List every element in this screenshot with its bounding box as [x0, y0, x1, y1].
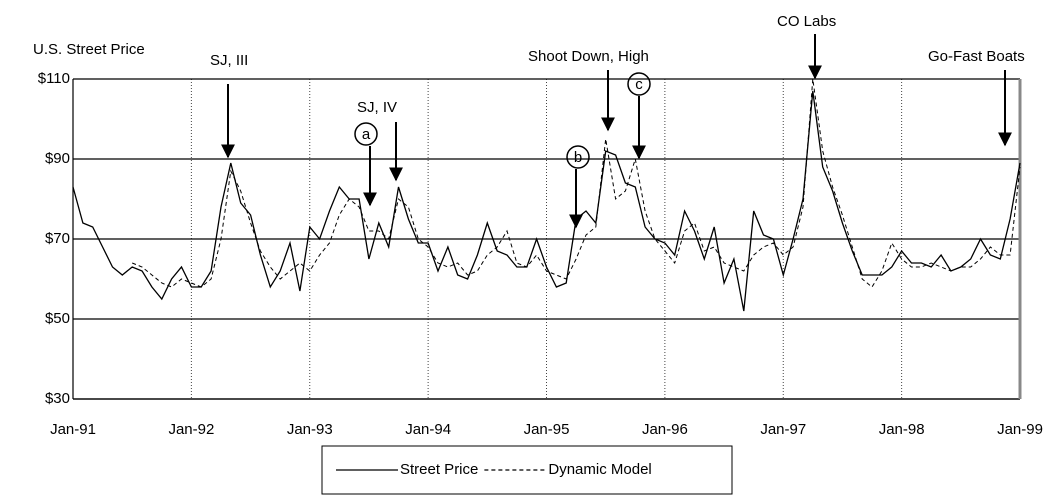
y-tick-label: $90 [45, 150, 70, 167]
annotation: Go-Fast Boats [928, 48, 1025, 65]
y-tick-label: $30 [45, 390, 70, 407]
y-tick-label: $70 [45, 230, 70, 247]
plot-area [72, 78, 1022, 400]
y-tick-label: $50 [45, 310, 70, 327]
x-tick-label: Jan-98 [879, 421, 925, 438]
annotations [221, 34, 1012, 229]
series-line [132, 78, 1021, 288]
x-tick-label: Jan-95 [524, 421, 570, 438]
annotation-circle [566, 145, 590, 169]
series-line [72, 90, 1021, 312]
annotation: Shoot Down, High [528, 48, 649, 65]
legend-label: Dynamic Model [548, 461, 651, 478]
x-tick-label: Jan-93 [287, 421, 333, 438]
annotation: SJ, IV [357, 99, 397, 116]
annotation: a [362, 126, 371, 143]
annotation: c [635, 76, 643, 93]
x-tick-label: Jan-91 [50, 421, 96, 438]
x-tick-label: Jan-99 [997, 421, 1043, 438]
x-tick-label: Jan-97 [760, 421, 806, 438]
x-tick-label: Jan-96 [642, 421, 688, 438]
annotation-circle [354, 122, 378, 146]
annotation-circle [627, 72, 651, 96]
annotation: b [574, 149, 582, 166]
x-tick-label: Jan-92 [168, 421, 214, 438]
legend-label: Street Price [400, 461, 478, 478]
y-tick-label: $110 [38, 70, 70, 87]
legend: Street Price Dynamic Model [336, 461, 652, 478]
y-axis-label: U.S. Street Price [33, 41, 145, 58]
x-tick-label: Jan-94 [405, 421, 451, 438]
annotation: SJ, III [210, 52, 248, 69]
annotation: CO Labs [777, 13, 836, 30]
